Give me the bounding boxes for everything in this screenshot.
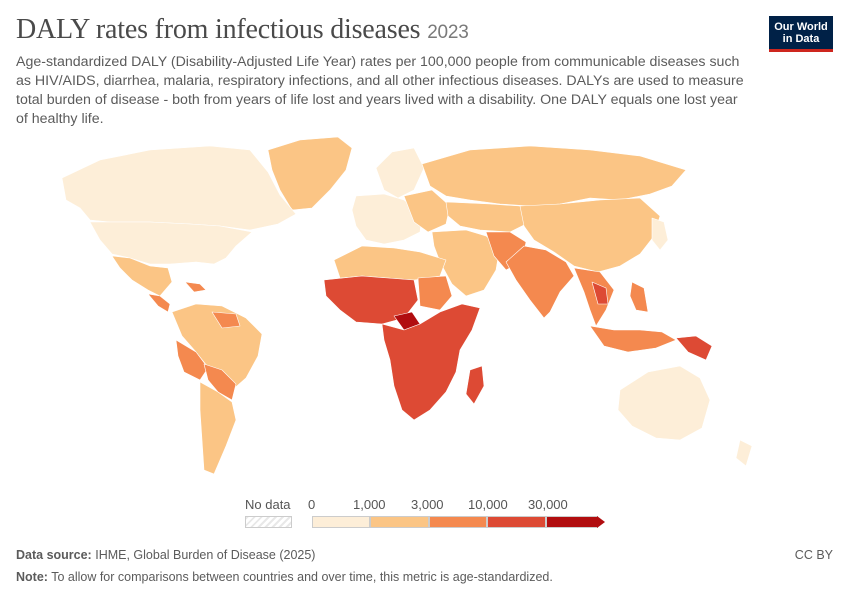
chart-subtitle: Age-standardized DALY (Disability-Adjust… [16,54,744,127]
legend-arrow-shape [597,516,605,528]
owid-logo[interactable]: Our World in Data [769,16,833,52]
region-canada-alaska[interactable] [61,145,297,231]
region-bolivia-paraguay[interactable] [203,363,237,401]
legend-swatch-bin2 [370,516,429,528]
note-text: To allow for comparisons between countri… [51,570,553,584]
region-china-mongolia[interactable] [519,197,661,273]
legend-tick-0: 0 [308,497,316,512]
chart-title: DALY rates from infectious diseases 2023 [16,14,469,46]
region-western-europe[interactable] [351,193,423,245]
region-central-america[interactable] [147,293,171,313]
region-laos-cambodia[interactable] [591,281,609,305]
region-new-zealand[interactable] [735,439,753,467]
legend-tick-30000: 30,000 [528,497,568,512]
legend-no-data-label: No data [245,497,291,512]
source-text[interactable]: IHME, Global Burden of Disease (2025) [95,548,316,562]
legend-swatch-bin4 [487,516,546,528]
legend-swatch-bin1 [312,516,370,528]
region-southeast-asia[interactable] [573,267,615,327]
title-text: DALY rates from infectious diseases [16,14,421,45]
region-peru[interactable] [175,339,209,381]
title-year: 2023 [427,22,469,43]
license[interactable]: CC BY [794,548,833,562]
region-japan-korea[interactable] [651,217,669,251]
region-madagascar[interactable] [465,365,485,405]
region-eastern-europe[interactable] [403,189,451,233]
region-greenland[interactable] [267,136,353,211]
logo-line-1: Our World [774,21,828,33]
color-legend: No data 0 1,000 3,000 10,000 30,000 [240,494,620,534]
region-australia[interactable] [617,365,711,441]
region-middle-east[interactable] [431,229,501,297]
region-east-central-africa[interactable] [381,303,481,421]
legend-tick-3000: 3,000 [411,497,444,512]
region-northern-europe[interactable] [375,147,425,199]
region-india[interactable] [505,245,575,319]
world-map[interactable] [0,128,850,490]
region-central-asia[interactable] [445,201,531,233]
legend-tick-1000: 1,000 [353,497,386,512]
region-usa[interactable] [89,221,253,265]
region-philippines[interactable] [629,281,649,313]
legend-swatch-no-data [245,516,292,528]
region-guianas[interactable] [211,311,241,329]
legend-tick-10000: 10,000 [468,497,508,512]
data-source: Data source: IHME, Global Burden of Dise… [16,548,315,562]
legend-swatch-bin3 [429,516,487,528]
footnote: Note: To allow for comparisons between c… [16,570,553,584]
source-label: Data source: [16,548,92,562]
region-southern-cone[interactable] [199,381,237,475]
note-label: Note: [16,570,48,584]
legend-arrow-icon [597,516,605,528]
region-caribbean[interactable] [184,281,207,293]
region-indonesia[interactable] [589,325,677,353]
region-papua-new-guinea[interactable] [675,335,713,361]
region-north-africa[interactable] [333,245,447,281]
region-sudan[interactable] [417,275,453,311]
logo-line-2: in Data [782,33,820,45]
region-russia[interactable] [421,145,687,207]
legend-swatch-bin5 [546,516,598,528]
region-mexico[interactable] [111,255,173,297]
